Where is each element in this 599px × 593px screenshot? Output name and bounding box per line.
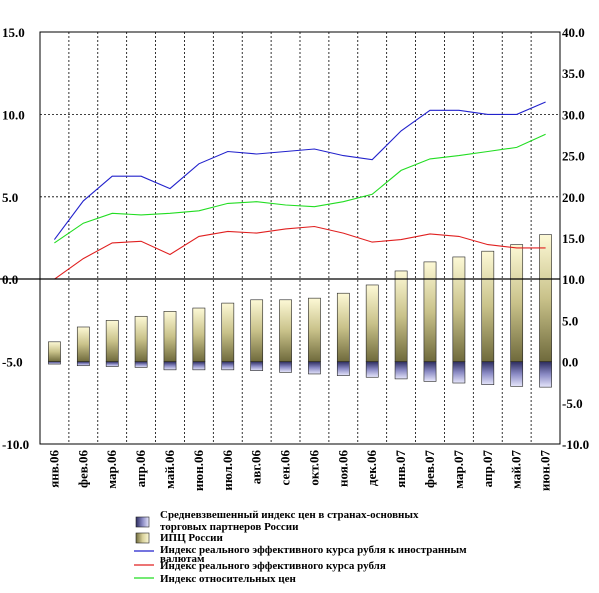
right-tick-label: 20.0 xyxy=(562,190,585,205)
bar-cpi-russia xyxy=(423,261,437,362)
bar-partner-price-index xyxy=(192,361,206,371)
right-tick-label: -10.0 xyxy=(562,437,589,452)
x-tick-label: май.06 xyxy=(162,450,177,490)
bar-partner-price-index xyxy=(76,361,90,367)
bar-partner-price-index xyxy=(336,361,350,376)
line-reer xyxy=(54,225,546,280)
x-tick-label: апр.06 xyxy=(133,450,148,488)
lines xyxy=(53,101,546,280)
x-tick-label: июн.06 xyxy=(191,450,206,492)
bar-cpi-russia xyxy=(539,234,552,362)
legend-label-reer: Индекс реального эффективного курса рубл… xyxy=(160,560,386,572)
bar-cpi-russia xyxy=(481,250,495,362)
bar-cpi-russia xyxy=(192,307,206,362)
x-tick-label: янв.07 xyxy=(393,450,408,488)
right-tick-label: 0.0 xyxy=(562,355,578,370)
bar-partner-price-index xyxy=(423,361,437,382)
line-relative-prices xyxy=(54,133,546,244)
bar-cpi-russia xyxy=(510,244,524,362)
bar-partner-price-index xyxy=(394,361,408,380)
legend-label-relative-prices: Индекс относительных цен xyxy=(160,573,297,585)
left-tick-label: 15.0 xyxy=(2,25,25,40)
bar-partner-price-index xyxy=(163,361,177,371)
bar-partner-price-index xyxy=(481,361,495,385)
x-tick-label: фев.06 xyxy=(75,450,90,489)
bars xyxy=(48,234,552,388)
x-tick-label: апр.07 xyxy=(480,450,495,488)
right-axis-ticks: 40.0 35.0 30.0 25.0 20.0 15.0 10.0 5.0 0.0 -5.0 -1… xyxy=(562,25,589,452)
bar-cpi-russia xyxy=(394,270,408,362)
legend-swatch-cpi xyxy=(135,532,150,544)
grid xyxy=(40,32,561,444)
x-tick-label: сен.06 xyxy=(278,450,293,486)
bar-partner-price-index xyxy=(279,361,292,373)
bar-cpi-russia xyxy=(308,297,321,362)
right-tick-label: 30.0 xyxy=(562,107,585,122)
x-tick-label: окт.06 xyxy=(306,450,321,486)
bar-partner-price-index xyxy=(221,361,235,371)
bar-cpi-russia xyxy=(452,256,466,362)
x-tick-label: фев.07 xyxy=(422,450,437,489)
bar-partner-price-index xyxy=(365,361,379,378)
x-tick-label: мар.07 xyxy=(451,450,466,489)
left-tick-label: 5.0 xyxy=(2,190,18,205)
x-tick-label: ноя.06 xyxy=(335,450,350,488)
bar-cpi-russia xyxy=(105,320,119,362)
bar-partner-price-index xyxy=(510,361,524,387)
bar-partner-price-index xyxy=(134,361,148,368)
left-tick-label: 10.0 xyxy=(2,107,25,122)
bar-partner-price-index xyxy=(105,361,119,367)
bar-cpi-russia xyxy=(163,311,177,362)
left-axis-ticks: 15.0 10.0 5.0 0.0 -5.0 -10.0 xyxy=(2,25,29,452)
bar-cpi-russia xyxy=(250,299,264,362)
right-tick-label: 40.0 xyxy=(562,25,585,40)
bar-partner-price-index xyxy=(48,361,61,365)
x-tick-label: июн.07 xyxy=(538,450,553,492)
left-tick-label: -10.0 xyxy=(2,437,29,452)
left-tick-label: -5.0 xyxy=(2,355,23,370)
bar-cpi-russia xyxy=(279,299,292,362)
bar-cpi-russia xyxy=(48,341,61,362)
bar-cpi-russia xyxy=(336,292,350,362)
right-tick-label: 5.0 xyxy=(562,313,578,328)
x-tick-label: авг.06 xyxy=(249,450,264,485)
bar-partner-price-index xyxy=(452,361,466,384)
right-tick-label: 35.0 xyxy=(562,66,585,81)
right-tick-label: 25.0 xyxy=(562,149,585,164)
legend-swatch-partner xyxy=(135,516,150,528)
bar-cpi-russia xyxy=(134,315,148,362)
bar-cpi-russia xyxy=(365,284,379,362)
legend-label-reer-foreign-line2: валютам xyxy=(160,553,205,565)
x-tick-label: мар.06 xyxy=(104,450,119,489)
right-tick-label: 15.0 xyxy=(562,231,585,246)
left-tick-label: 0.0 xyxy=(2,272,18,287)
bar-partner-price-index xyxy=(250,361,264,371)
line-reer-foreign-currencies xyxy=(53,101,546,240)
bar-partner-price-index xyxy=(308,361,321,375)
bar-cpi-russia xyxy=(221,302,235,362)
legend-label-partner: Средневзвешенный индекс цен в странах-ос… xyxy=(160,509,419,521)
legend-label-reer-foreign: Индекс реального эффективного курса рубл… xyxy=(160,544,467,556)
x-tick-label: май.07 xyxy=(509,450,524,490)
right-tick-label: 10.0 xyxy=(562,272,585,287)
legend: Средневзвешенный индекс цен в странах-ос… xyxy=(134,509,467,585)
bar-cpi-russia xyxy=(76,326,90,362)
bar-partner-price-index xyxy=(539,361,552,388)
x-tick-label: янв.06 xyxy=(46,450,61,488)
legend-label-cpi: ИПЦ России xyxy=(160,532,223,544)
x-tick-label: дек.06 xyxy=(364,450,379,487)
x-tick-label: июл.06 xyxy=(220,450,235,491)
right-tick-label: -5.0 xyxy=(562,396,583,411)
legend-label-partner-line2: торговых партнеров России xyxy=(160,521,299,533)
x-axis-ticks: янв.06 фев.06 мар.06 апр.06 май.06 июн.06 июл.… xyxy=(46,450,552,492)
